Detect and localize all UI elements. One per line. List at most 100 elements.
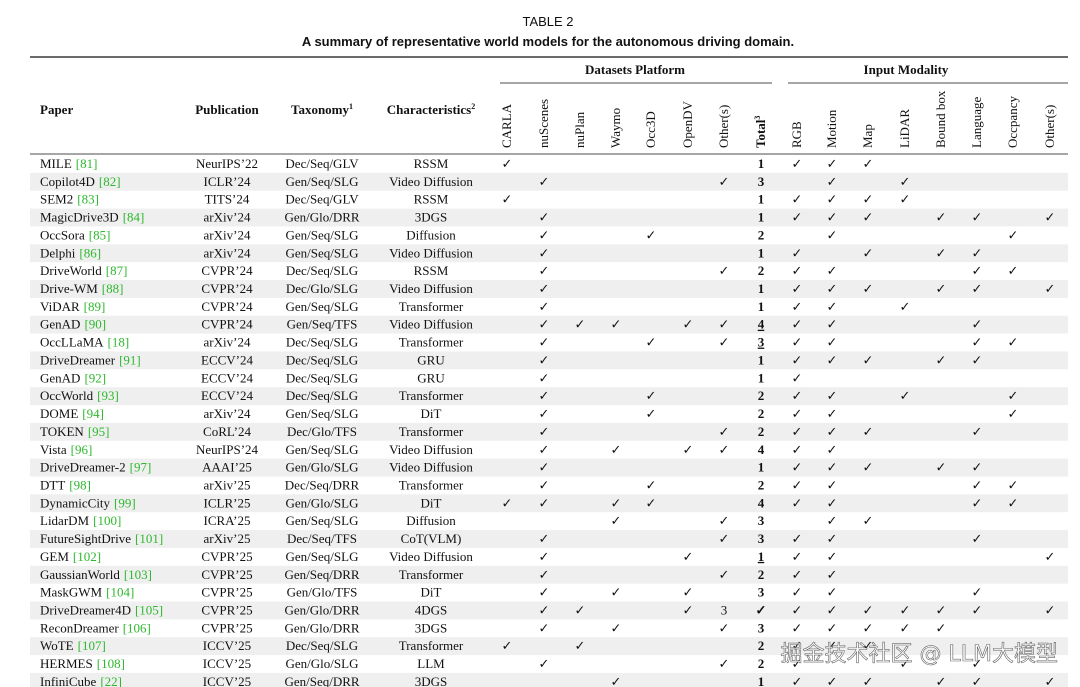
dataset-cell: ✓	[575, 603, 586, 618]
modality-cell: ✓	[972, 245, 983, 260]
paper-name: Copilot4D	[40, 174, 95, 189]
modality-cell: ✓	[936, 245, 947, 260]
column-header: Occpancy	[1005, 96, 1020, 148]
paper-name: ViDAR	[40, 299, 80, 314]
dataset-cell: 3	[721, 603, 728, 618]
modality-cell: ✓	[792, 495, 803, 510]
modality-cell: ✓	[863, 352, 874, 367]
modality-cell: ✓	[792, 406, 803, 421]
modality-cell: ✓	[936, 281, 947, 296]
column-header: Bound box	[933, 90, 948, 148]
dataset-cell: ✓	[539, 620, 550, 635]
citation: [91]	[119, 352, 141, 367]
publication-cell: ICCV’25	[203, 656, 251, 671]
modality-cell: ✓	[827, 424, 838, 439]
modality-cell: ✓	[827, 210, 838, 225]
total-cell: 3	[758, 620, 765, 635]
citation: [106]	[123, 620, 151, 635]
column-header: Language	[969, 97, 984, 148]
modality-cell: ✓	[827, 442, 838, 457]
citation: [98]	[69, 477, 91, 492]
modality-cell: ✓	[972, 263, 983, 278]
modality-cell: ✓	[972, 281, 983, 296]
dataset-cell: ✓	[611, 620, 622, 635]
row-shade	[30, 422, 1068, 441]
column-header: Taxonomy1	[291, 102, 353, 117]
total-cell: 3	[758, 174, 765, 189]
taxonomy-cell: Dec/Seq/SLG	[286, 335, 358, 350]
modality-cell: ✓	[792, 317, 803, 332]
total-cell: 2	[758, 567, 765, 582]
total-cell: 1	[758, 299, 765, 314]
characteristics-cell: RSSM	[414, 192, 449, 207]
paper-name: GenAD	[40, 317, 80, 332]
modality-cell: ✓	[827, 174, 838, 189]
dataset-cell: ✓	[539, 585, 550, 600]
group-header: Input Modality	[864, 62, 949, 77]
modality-cell: ✓	[827, 531, 838, 546]
characteristics-cell: Transformer	[399, 638, 464, 653]
dataset-cell: ✓	[539, 227, 550, 242]
characteristics-cell: Video Diffusion	[389, 281, 473, 296]
row-shade	[30, 601, 1068, 620]
column-header: nuScenes	[536, 99, 551, 148]
dataset-cell: ✓	[539, 442, 550, 457]
modality-cell: ✓	[936, 352, 947, 367]
dataset-cell: ✓	[719, 513, 730, 528]
paper-name: Delphi	[40, 245, 76, 260]
paper-name: FutureSightDrive	[40, 531, 131, 546]
characteristics-cell: Diffusion	[406, 227, 456, 242]
total-cell: 1	[758, 192, 765, 207]
modality-cell: ✓	[827, 406, 838, 421]
publication-cell: TITS’24	[205, 192, 250, 207]
publication-cell: arXiv’24	[204, 406, 251, 421]
paper-name: GenAD	[40, 370, 80, 385]
modality-cell: ✓	[1045, 549, 1056, 564]
paper-cell: Copilot4D [82]	[40, 174, 121, 189]
column-header: OpenDV	[680, 100, 695, 148]
row-shade	[30, 637, 1068, 656]
dataset-cell: ✓	[719, 263, 730, 278]
row-shade	[30, 530, 1068, 548]
paper-cell: WoTE [107]	[40, 638, 106, 653]
characteristics-cell: Video Diffusion	[389, 174, 473, 189]
modality-cell: ✓	[792, 370, 803, 385]
column-header: LiDAR	[897, 109, 912, 148]
total-cell: 3	[758, 513, 765, 528]
dataset-cell: ✓	[719, 620, 730, 635]
taxonomy-cell: Gen/Seq/SLG	[286, 245, 359, 260]
taxonomy-cell: Dec/Seq/TFS	[287, 531, 357, 546]
modality-cell: ✓	[900, 656, 911, 671]
citation: [22]	[100, 674, 122, 687]
modality-cell: ✓	[827, 674, 838, 687]
publication-cell: arXiv’25	[204, 531, 251, 546]
paper-name: LidarDM	[40, 513, 90, 528]
publication-cell: CVPR’25	[201, 567, 252, 582]
row-shade	[30, 244, 1068, 263]
taxonomy-cell: Gen/Seq/SLG	[286, 442, 359, 457]
column-header: Waymo	[608, 108, 623, 148]
modality-cell: ✓	[827, 495, 838, 510]
paper-name: DOME	[40, 406, 78, 421]
column-header: Total3	[753, 116, 768, 148]
row-shade	[30, 351, 1068, 370]
characteristics-cell: Diffusion	[406, 513, 456, 528]
modality-cell: ✓	[1008, 495, 1019, 510]
publication-cell: arXiv’24	[204, 227, 251, 242]
characteristics-cell: Transformer	[399, 335, 464, 350]
modality-cell: ✓	[792, 549, 803, 564]
taxonomy-cell: Gen/Seq/SLG	[286, 227, 359, 242]
modality-cell: ✓	[863, 210, 874, 225]
column-header: Characteristics2	[387, 102, 475, 117]
modality-cell: ✓	[827, 585, 838, 600]
citation: [100]	[93, 513, 121, 528]
publication-cell: ICLR’25	[204, 495, 251, 510]
citation: [92]	[84, 370, 106, 385]
dataset-cell: ✓	[575, 638, 586, 653]
taxonomy-cell: Dec/Seq/SLG	[286, 638, 358, 653]
modality-cell: ✓	[792, 638, 803, 653]
citation: [18]	[108, 335, 130, 350]
publication-cell: ICLR’24	[204, 174, 251, 189]
dataset-cell: ✓	[719, 567, 730, 582]
modality-cell: ✓	[900, 299, 911, 314]
